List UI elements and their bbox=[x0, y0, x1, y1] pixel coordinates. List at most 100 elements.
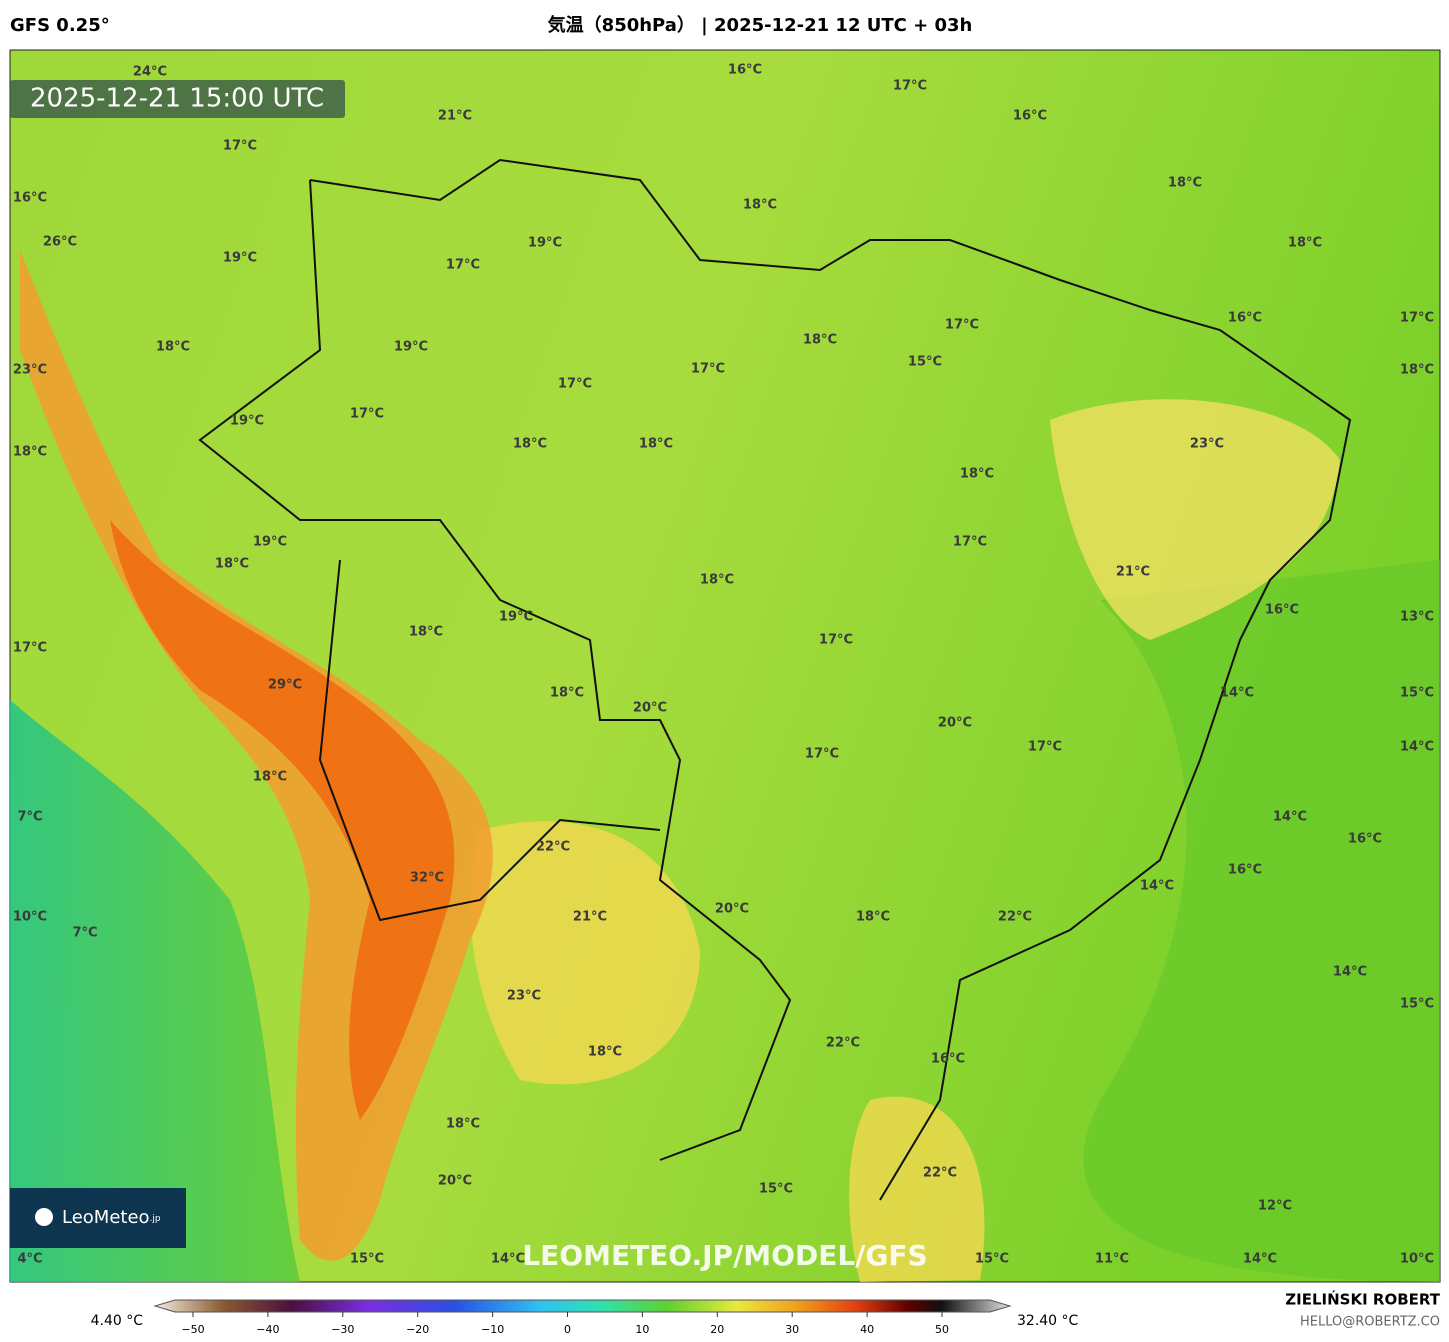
temperature-label: 18°C bbox=[1400, 363, 1434, 378]
temperature-label: 18°C bbox=[803, 333, 837, 348]
legend-max: 32.40 °C bbox=[1017, 1313, 1079, 1329]
warm-chaco bbox=[470, 821, 700, 1085]
map: 2025-12-21 15:00 UTC LEOMETEO.JP/MODEL/G… bbox=[9, 49, 1441, 1283]
temperature-label: 17°C bbox=[953, 535, 987, 550]
watermark: LEOMETEO.JP/MODEL/GFS bbox=[522, 1239, 927, 1272]
temperature-label: 16°C bbox=[931, 1052, 965, 1067]
logo-suffix: .jp bbox=[150, 1214, 161, 1224]
temperature-label: 16°C bbox=[13, 191, 47, 206]
temperature-label: 21°C bbox=[573, 910, 607, 925]
temperature-label: 22°C bbox=[998, 910, 1032, 925]
temperature-label: 19°C bbox=[528, 236, 562, 251]
temperature-label: 20°C bbox=[715, 902, 749, 917]
temperature-label: 13°C bbox=[1400, 610, 1434, 625]
temperature-label: 10°C bbox=[13, 910, 47, 925]
temperature-label: 17°C bbox=[893, 79, 927, 94]
temperature-label: 15°C bbox=[908, 355, 942, 370]
temperature-label: 20°C bbox=[438, 1174, 472, 1189]
temperature-label: 14°C bbox=[1333, 965, 1367, 980]
temperature-label: 18°C bbox=[960, 467, 994, 482]
temperature-labels: 24°C 16°C 17°C 21°C 16°C 17°C 18°C 16°C 18°C 26°C… bbox=[13, 63, 1434, 1267]
temperature-label: 16°C bbox=[1348, 832, 1382, 847]
temperature-label: 16°C bbox=[1228, 863, 1262, 878]
temperature-label: 14°C bbox=[1400, 740, 1434, 755]
temperature-label: 17°C bbox=[1400, 311, 1434, 326]
colorbar-tick-label: 30 bbox=[785, 1323, 799, 1336]
temperature-label: 19°C bbox=[230, 414, 264, 429]
temperature-label: 17°C bbox=[945, 318, 979, 333]
temperature-label: 18°C bbox=[1168, 176, 1202, 191]
temperature-label: 18°C bbox=[550, 686, 584, 701]
hot-altiplano bbox=[110, 520, 455, 1120]
temperature-label: 15°C bbox=[350, 1252, 384, 1267]
temperature-label: 14°C bbox=[491, 1252, 525, 1267]
temperature-label: 22°C bbox=[923, 1166, 957, 1181]
temperature-label: 20°C bbox=[633, 701, 667, 716]
warm-south bbox=[849, 1096, 985, 1282]
temperature-label: 15°C bbox=[1400, 997, 1434, 1012]
temperature-label: 23°C bbox=[507, 989, 541, 1004]
colorbar-tick-label: −30 bbox=[331, 1323, 354, 1336]
temperature-label: 24°C bbox=[133, 65, 167, 80]
temperature-label: 16°C bbox=[728, 63, 762, 78]
temperature-label: 32°C bbox=[410, 871, 444, 886]
colorbar-tick-label: 20 bbox=[710, 1323, 724, 1336]
temperature-label: 20°C bbox=[938, 716, 972, 731]
legend: 4.40 °C 32.40 °C −50 −40 −30 −20 −10 0 10 20 30 4… bbox=[91, 1299, 1079, 1336]
temperature-label: 18°C bbox=[446, 1117, 480, 1132]
temperature-label: 4°C bbox=[17, 1252, 42, 1267]
temperature-label: 16°C bbox=[1013, 109, 1047, 124]
temperature-label: 22°C bbox=[826, 1036, 860, 1051]
temperature-label: 14°C bbox=[1243, 1252, 1277, 1267]
temperature-label: 18°C bbox=[1288, 236, 1322, 251]
colorbar-tick-label: −50 bbox=[181, 1323, 204, 1336]
ocean-cool bbox=[10, 700, 300, 1282]
temperature-label: 18°C bbox=[588, 1045, 622, 1060]
temperature-label: 18°C bbox=[513, 437, 547, 452]
temperature-label: 15°C bbox=[975, 1252, 1009, 1267]
temperature-label: 18°C bbox=[253, 770, 287, 785]
temperature-label: 23°C bbox=[1190, 437, 1224, 452]
temperature-label: 21°C bbox=[438, 109, 472, 124]
colorbar-tick-label: 50 bbox=[935, 1323, 949, 1336]
temperature-label: 17°C bbox=[805, 747, 839, 762]
colorbar-tick-label: −20 bbox=[406, 1323, 429, 1336]
temperature-label: 21°C bbox=[1116, 565, 1150, 580]
temperature-label: 10°C bbox=[1400, 1252, 1434, 1267]
temperature-label: 15°C bbox=[1400, 686, 1434, 701]
temperature-label: 18°C bbox=[700, 573, 734, 588]
temperature-label: 7°C bbox=[17, 810, 42, 825]
temperature-label: 23°C bbox=[13, 363, 47, 378]
temperature-label: 17°C bbox=[446, 258, 480, 273]
colorbar bbox=[153, 1299, 1012, 1313]
temperature-label: 18°C bbox=[13, 445, 47, 460]
temperature-label: 18°C bbox=[639, 437, 673, 452]
temperature-label: 16°C bbox=[1228, 311, 1262, 326]
temperature-label: 17°C bbox=[691, 362, 725, 377]
temperature-label: 17°C bbox=[350, 407, 384, 422]
colorbar-tick-label: −10 bbox=[481, 1323, 504, 1336]
temperature-label: 29°C bbox=[268, 678, 302, 693]
temperature-label: 7°C bbox=[72, 926, 97, 941]
temperature-label: 18°C bbox=[743, 198, 777, 213]
temperature-label: 19°C bbox=[223, 251, 257, 266]
logo-main: LeoMeteo bbox=[62, 1207, 150, 1228]
colorbar-tick-label: 0 bbox=[564, 1323, 571, 1336]
temperature-label: 14°C bbox=[1140, 879, 1174, 894]
ocean-east bbox=[1083, 560, 1440, 1282]
logo-sun bbox=[35, 1208, 53, 1226]
warm-northeast bbox=[1050, 399, 1340, 640]
temperature-label: 16°C bbox=[1265, 603, 1299, 618]
temperature-label: 18°C bbox=[409, 625, 443, 640]
temperature-label: 22°C bbox=[536, 840, 570, 855]
credit-name: ZIELIŃSKI ROBERT bbox=[1285, 1290, 1440, 1309]
temperature-label: 17°C bbox=[1028, 740, 1062, 755]
temperature-label: 11°C bbox=[1095, 1252, 1129, 1267]
temperature-label: 18°C bbox=[215, 557, 249, 572]
temperature-label: 15°C bbox=[759, 1182, 793, 1197]
temperature-label: 26°C bbox=[43, 235, 77, 250]
temperature-label: 17°C bbox=[819, 633, 853, 648]
temperature-label: 17°C bbox=[223, 139, 257, 154]
